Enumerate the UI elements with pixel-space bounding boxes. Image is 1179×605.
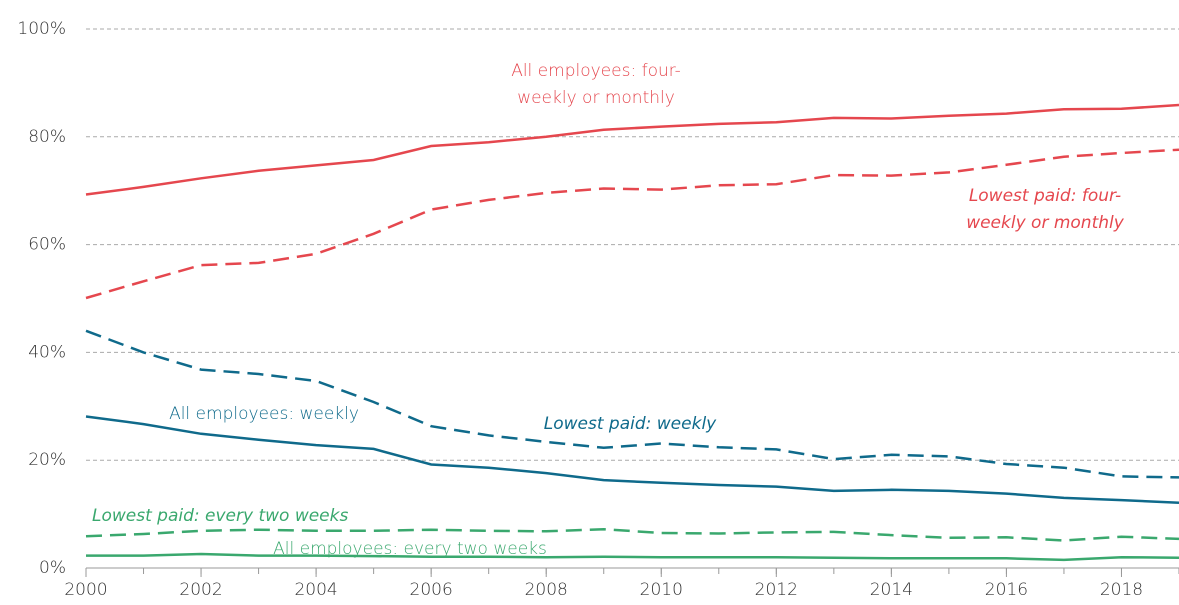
- y-tick-label: 100%: [17, 19, 66, 39]
- y-tick-label: 60%: [28, 235, 66, 255]
- y-tick-label: 0%: [39, 558, 66, 578]
- series-line: [85, 415, 1179, 505]
- series-label: Lowest paid: four-: [969, 186, 1121, 206]
- x-tick-label: 2010: [640, 580, 683, 600]
- series-line: [85, 148, 1179, 300]
- series-label: All employees: every two weeks: [273, 539, 547, 559]
- x-tick-label: 2014: [870, 580, 913, 600]
- series-label: Lowest paid: every two weeks: [92, 506, 348, 526]
- x-tick-label: 2008: [525, 580, 568, 600]
- series-label: weekly or monthly: [517, 88, 675, 108]
- y-tick-label: 80%: [28, 127, 66, 147]
- x-tick-label: 2012: [755, 580, 798, 600]
- series-label: Lowest paid: weekly: [544, 414, 717, 434]
- x-tick-label: 2016: [985, 580, 1028, 600]
- series-line: [85, 527, 1179, 542]
- x-tick-label: 2006: [410, 580, 453, 600]
- series-line: [86, 552, 1179, 562]
- x-tick-label: 2018: [1100, 580, 1143, 600]
- series-line: [85, 329, 1179, 479]
- series-line: [85, 103, 1179, 196]
- series-label: weekly or monthly: [966, 213, 1125, 233]
- x-tick-label: 2004: [294, 580, 337, 600]
- series-label: All employees: weekly: [169, 404, 359, 424]
- y-tick-label: 40%: [28, 342, 66, 362]
- series-label: All employees: four-: [511, 61, 681, 81]
- x-tick-label: 2002: [179, 580, 222, 600]
- y-tick-label: 20%: [28, 450, 66, 470]
- x-tick-label: 2000: [64, 580, 107, 600]
